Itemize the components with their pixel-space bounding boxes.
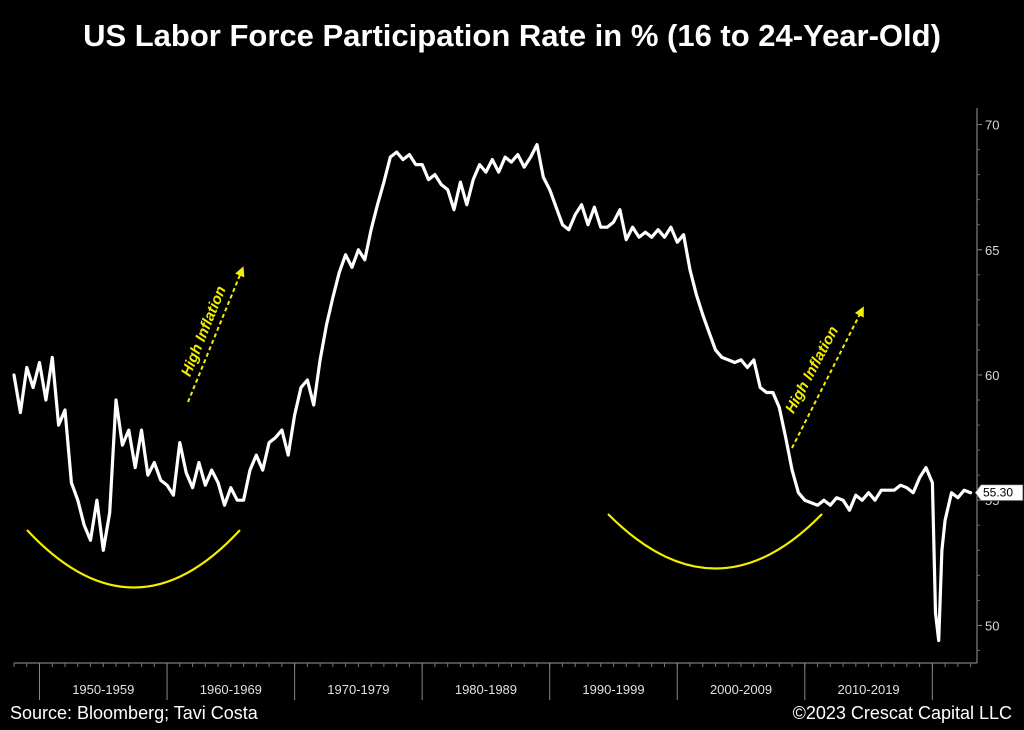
last-value-label: 55.30 bbox=[983, 486, 1013, 500]
decade-label: 1990-1999 bbox=[582, 682, 644, 697]
annotation-label-right: High Inflation bbox=[782, 324, 842, 417]
last-value-box bbox=[974, 484, 1024, 502]
y-tick-labels: 505560657055.30 bbox=[974, 118, 1024, 633]
inflation-arrow-right bbox=[791, 306, 864, 449]
series-layer bbox=[12, 143, 973, 643]
inflation-arrow-left bbox=[187, 266, 245, 403]
y-tick-label: 65 bbox=[985, 243, 999, 258]
decade-label: 2010-2019 bbox=[837, 682, 899, 697]
axes-layer bbox=[13, 108, 982, 667]
decade-label: 1970-1979 bbox=[327, 682, 389, 697]
decade-label: 1950-1959 bbox=[72, 682, 134, 697]
chart-title: US Labor Force Participation Rate in % (… bbox=[83, 18, 941, 53]
series-line bbox=[12, 143, 973, 643]
decade-label: 2000-2009 bbox=[710, 682, 772, 697]
decade-labels: 1950-1959 1960-1969 1970-1979 1980-1989 1990… bbox=[39, 663, 933, 700]
smile-curve-left bbox=[26, 529, 241, 589]
decade-label: 1980-1989 bbox=[455, 682, 517, 697]
y-tick-label: 70 bbox=[985, 118, 999, 133]
decade-label: 1960-1969 bbox=[200, 682, 262, 697]
copyright-note: ©2023 Crescat Capital LLC bbox=[792, 703, 1012, 723]
source-note: Source: Bloomberg; Tavi Costa bbox=[10, 703, 258, 723]
annotation-layer: High Inflation High Inflation bbox=[26, 266, 864, 589]
y-tick-label: 60 bbox=[985, 368, 999, 383]
y-tick-label: 50 bbox=[985, 618, 999, 633]
annotation-label-left: High Inflation bbox=[178, 284, 230, 379]
smile-curve-right bbox=[607, 513, 823, 570]
